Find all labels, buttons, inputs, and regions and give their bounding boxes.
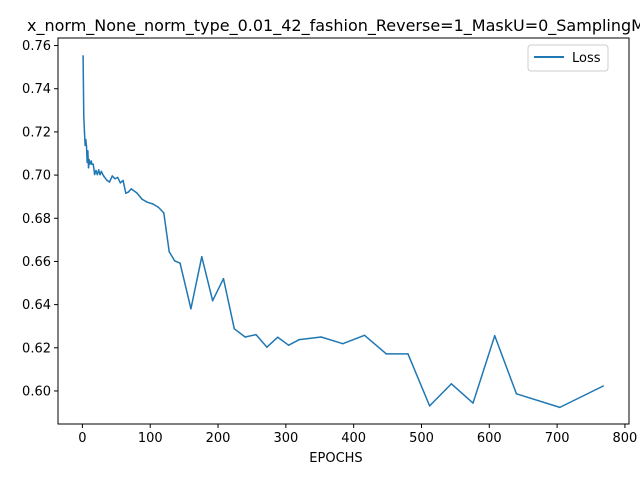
y-tick-label: 0.68 [22,212,51,227]
data-point [95,169,97,172]
y-axis: 0.60 0.62 0.64 0.66 0.68 0.70 0.72 0.74 0.76 [22,39,58,399]
data-point [146,201,149,204]
x-tick-label: 500 [409,431,434,446]
data-point [163,212,165,214]
data-point [298,338,301,341]
y-tick-label: 0.74 [22,82,51,97]
data-point [83,116,85,118]
data-point [407,353,409,355]
data-point [179,262,181,264]
data-point [83,130,86,133]
data-point [428,405,431,407]
y-tick-label: 0.66 [22,255,51,270]
data-point [201,255,203,258]
y-tick-label: 0.70 [22,169,51,184]
data-point [90,160,92,162]
x-tick-label: 200 [206,431,231,446]
data-point [602,385,604,387]
data-point [559,406,561,409]
data-point [119,182,122,184]
data-point [233,328,236,330]
data-point [493,334,496,337]
plot-area-frame [57,37,630,425]
legend-label-loss: Loss [572,51,601,66]
data-point [87,167,90,169]
data-point [211,299,214,302]
data-point [86,161,88,164]
data-point [85,138,87,141]
x-tick-label: 800 [613,431,638,446]
data-point [97,169,100,171]
data-point [135,192,138,194]
data-point [190,307,192,310]
data-point [92,163,95,166]
data-point [91,163,93,166]
x-tick-label: 100 [138,431,163,446]
plot-marks [82,55,604,409]
data-point [103,175,105,178]
data-point [141,198,143,201]
data-point [130,188,132,190]
data-point [108,181,111,183]
data-point [157,206,160,208]
data-point [89,162,92,165]
y-tick-label: 0.60 [22,384,51,399]
data-point [125,192,127,194]
data-point [168,250,170,253]
legend: Loss [527,44,609,72]
data-point [266,346,268,348]
data-point [244,336,246,338]
y-tick-label: 0.64 [22,298,51,313]
data-point [122,179,124,182]
data-point [287,344,290,346]
data-point [116,176,119,179]
data-point [88,159,90,161]
data-point [276,336,279,338]
data-point [102,173,104,176]
data-point [114,178,116,180]
data-point [342,342,344,345]
data-point [320,336,322,338]
x-tick-label: 0 [78,431,86,446]
data-point [100,170,103,173]
data-point [152,203,154,205]
data-point [127,191,130,193]
data-point [222,277,225,280]
x-tick-label: 300 [273,431,298,446]
x-tick-label: 700 [545,431,570,446]
data-point [87,150,89,152]
data-point [255,333,257,336]
data-point [363,334,366,337]
data-point [106,179,108,182]
data-point [450,383,453,385]
data-point [96,173,99,176]
y-tick-label: 0.72 [22,125,51,140]
x-tick-label: 600 [477,431,502,446]
y-tick-label: 0.62 [22,341,51,356]
data-point [85,145,88,148]
data-point [82,55,84,57]
data-point [385,353,387,355]
data-point [472,402,474,404]
y-tick-label: 0.76 [22,39,51,54]
chart-title: x_norm_None_norm_type_0.01_42_fashion_Re… [27,16,640,36]
data-point [99,173,101,176]
x-tick-label: 400 [341,431,366,446]
legend-box [527,44,609,72]
data-point [93,173,96,176]
data-point [173,260,176,262]
data-point [515,393,518,395]
data-point [84,144,86,147]
x-axis: 0 100 200 300 400 500 600 700 800 [78,424,637,446]
x-axis-label: EPOCHS [309,451,362,466]
data-point [111,175,113,177]
